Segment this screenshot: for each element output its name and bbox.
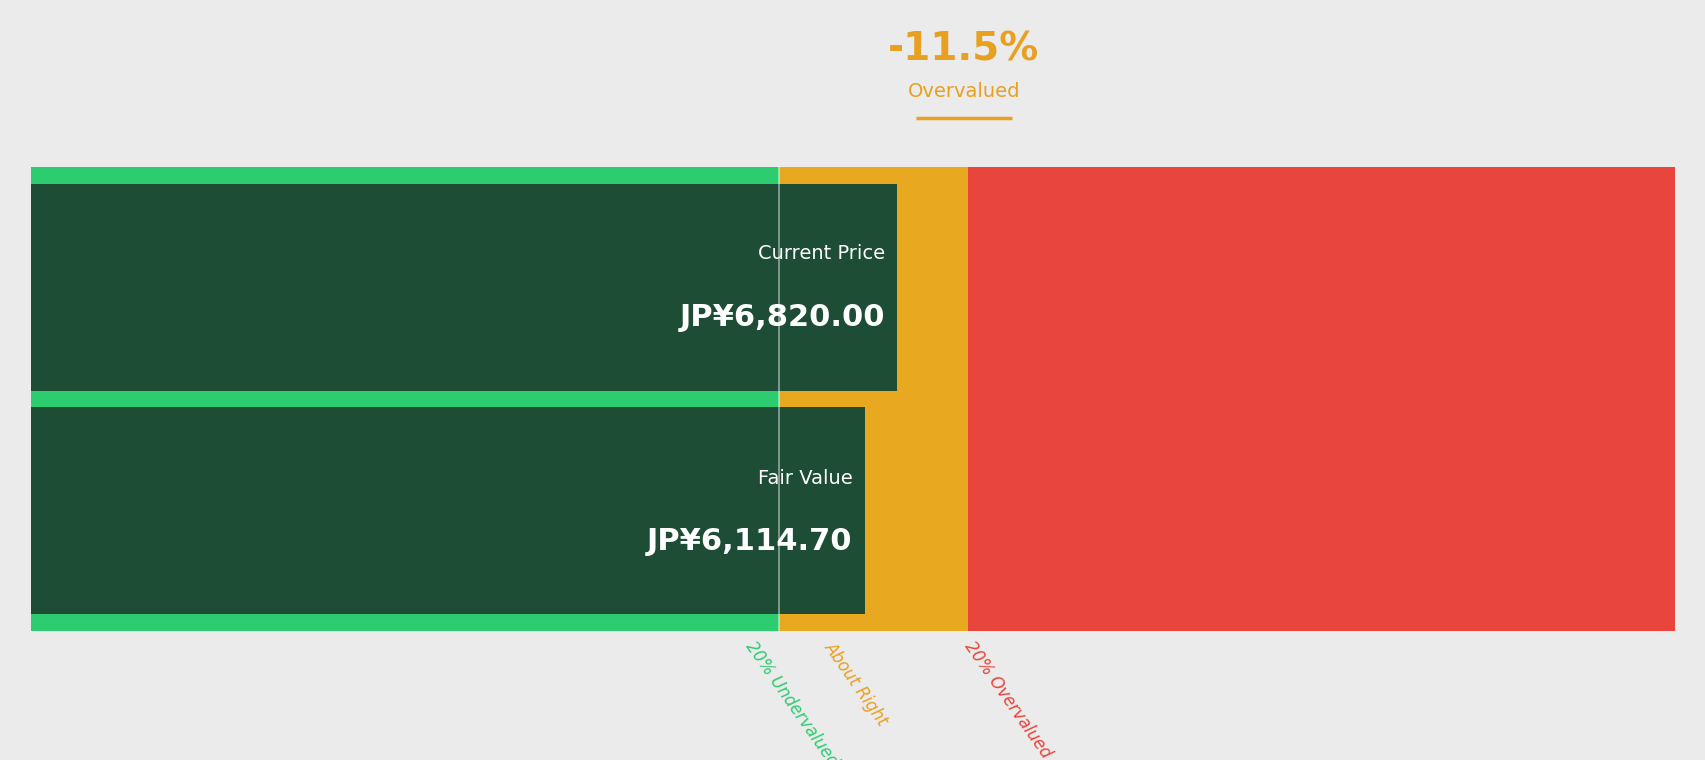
Bar bbox=[31, 407, 864, 614]
Bar bbox=[31, 167, 779, 184]
Bar bbox=[31, 184, 897, 391]
Text: 20% Undervalued: 20% Undervalued bbox=[742, 638, 841, 760]
Text: Current Price: Current Price bbox=[759, 243, 885, 263]
Text: JP¥6,114.70: JP¥6,114.70 bbox=[646, 527, 852, 556]
Text: About Right: About Right bbox=[820, 638, 892, 729]
Bar bbox=[31, 167, 779, 631]
Bar bbox=[31, 614, 779, 631]
Bar bbox=[31, 391, 779, 407]
Text: JP¥6,820.00: JP¥6,820.00 bbox=[680, 303, 885, 332]
Text: -11.5%: -11.5% bbox=[888, 30, 1038, 68]
Bar bbox=[967, 167, 1674, 631]
Text: 20% Overvalued: 20% Overvalued bbox=[960, 638, 1054, 760]
Text: Overvalued: Overvalued bbox=[907, 82, 1020, 101]
Text: Fair Value: Fair Value bbox=[757, 470, 852, 489]
Bar bbox=[779, 167, 967, 631]
